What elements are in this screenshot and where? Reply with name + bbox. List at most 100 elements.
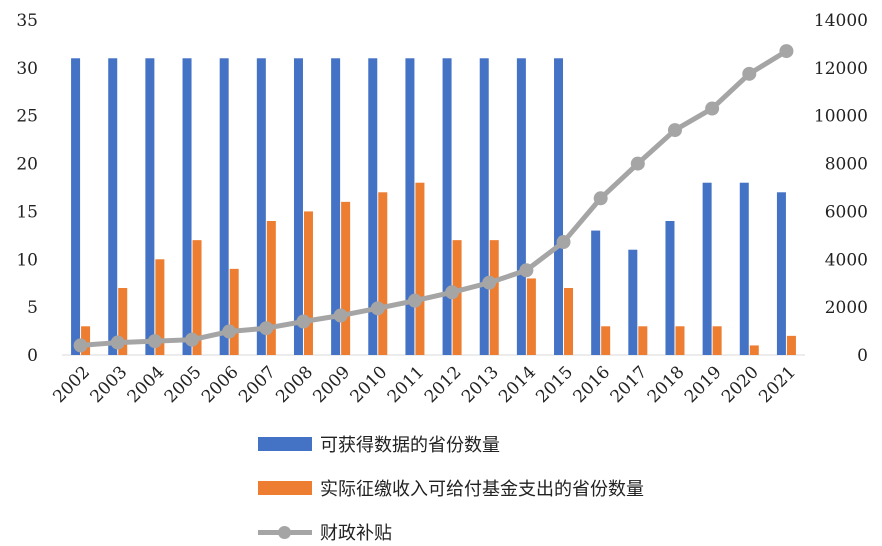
point-fiscal-subsidy	[407, 293, 422, 308]
bar-covering-provinces	[415, 182, 425, 355]
bar-covering-provinces	[303, 211, 313, 355]
left-axis-tick-label: 15	[16, 202, 38, 222]
right-axis-tick-label: 10000	[814, 107, 868, 127]
bar-available-provinces	[442, 58, 452, 356]
bar-available-provinces	[591, 230, 601, 355]
point-fiscal-subsidy	[73, 338, 88, 353]
x-axis-tick-label: 2005	[161, 362, 206, 407]
point-fiscal-subsidy	[482, 275, 497, 290]
legend-item-fiscal-subsidy: 财政补贴	[258, 518, 644, 546]
legend-swatch-orange	[258, 481, 312, 495]
point-fiscal-subsidy	[779, 44, 794, 59]
x-axis-tick-label: 2002	[49, 362, 94, 407]
bar-covering-provinces	[638, 326, 648, 355]
bar-covering-provinces	[601, 326, 611, 355]
bar-available-provinces	[71, 58, 81, 356]
point-fiscal-subsidy	[445, 285, 460, 300]
point-fiscal-subsidy	[259, 321, 274, 336]
right-axis-tick-label: 14000	[814, 11, 868, 31]
x-axis-tick-label: 2006	[198, 362, 243, 407]
bar-available-provinces	[739, 182, 749, 355]
legend: 可获得数据的省份数量 实际征缴收入可给付基金支出的省份数量 财政补贴	[258, 430, 644, 546]
legend-label-available-provinces: 可获得数据的省份数量	[320, 435, 500, 456]
point-fiscal-subsidy	[519, 263, 534, 278]
bar-available-provinces	[368, 58, 378, 356]
bar-available-provinces	[145, 58, 155, 356]
bar-available-provinces	[219, 58, 229, 356]
bar-available-provinces	[702, 182, 712, 355]
x-axis-tick-label: 2012	[421, 362, 466, 407]
bar-covering-provinces	[341, 201, 351, 355]
bar-covering-provinces	[526, 278, 536, 355]
left-axis-tick-label: 30	[16, 59, 38, 79]
bar-available-provinces	[256, 58, 266, 356]
point-fiscal-subsidy	[556, 235, 571, 250]
point-fiscal-subsidy	[147, 334, 162, 349]
bar-covering-provinces	[118, 288, 128, 355]
x-axis-tick-label: 2010	[347, 362, 392, 407]
left-axis-tick-label: 25	[16, 107, 38, 127]
right-axis-tick-label: 4000	[825, 250, 868, 270]
x-axis-tick-label: 2015	[532, 362, 577, 407]
x-axis-tick-label: 2009	[309, 362, 354, 407]
point-fiscal-subsidy	[333, 308, 348, 323]
legend-item-available-provinces: 可获得数据的省份数量	[258, 430, 644, 458]
bar-available-provinces	[516, 58, 526, 356]
x-axis-tick-label: 2014	[495, 362, 540, 407]
x-axis-tick-label: 2007	[235, 362, 280, 407]
legend-label-fiscal-subsidy: 财政补贴	[320, 523, 392, 544]
left-axis-tick-label: 0	[27, 346, 38, 366]
bar-available-provinces	[628, 249, 638, 355]
x-axis-tick-label: 2020	[718, 362, 763, 407]
point-fiscal-subsidy	[667, 123, 682, 138]
point-fiscal-subsidy	[110, 335, 125, 350]
bar-covering-provinces	[489, 240, 499, 355]
bar-available-provinces	[665, 221, 675, 355]
bar-available-provinces	[405, 58, 415, 356]
bar-available-provinces	[331, 58, 341, 356]
x-axis-tick-label: 2019	[681, 362, 726, 407]
bar-covering-provinces	[266, 221, 276, 355]
legend-item-covering-provinces: 实际征缴收入可给付基金支出的省份数量	[258, 474, 644, 502]
point-fiscal-subsidy	[742, 66, 757, 81]
left-axis-tick-label: 20	[16, 155, 38, 175]
right-axis-tick-label: 2000	[825, 298, 868, 318]
x-axis-tick-label: 2017	[607, 362, 652, 407]
x-axis-tick-label: 2021	[755, 362, 800, 407]
bar-available-provinces	[479, 58, 489, 356]
bar-covering-provinces	[378, 192, 388, 355]
x-axis-tick-label: 2018	[644, 362, 689, 407]
bar-available-provinces	[108, 58, 118, 356]
point-fiscal-subsidy	[296, 314, 311, 329]
bar-covering-provinces	[155, 259, 165, 355]
point-fiscal-subsidy	[185, 332, 200, 347]
right-axis-tick-label: 8000	[825, 155, 868, 175]
right-axis-tick-label: 6000	[825, 202, 868, 222]
left-axis-tick-label: 5	[27, 298, 38, 318]
bar-covering-provinces	[564, 288, 574, 355]
chart-canvas: 0 5 10 15 20 25 30 35 0 2000 4000 6000 8000 10000 1200…	[16, 11, 868, 407]
bar-covering-provinces	[712, 326, 722, 355]
right-axis-tick-label: 12000	[814, 59, 868, 79]
right-axis-tick-label: 0	[857, 346, 868, 366]
bar-available-provinces	[776, 192, 786, 355]
bar-available-provinces	[293, 58, 303, 356]
point-fiscal-subsidy	[370, 301, 385, 316]
x-axis-tick-label: 2016	[569, 362, 614, 407]
left-axis-tick-label: 10	[16, 250, 38, 270]
legend-label-covering-provinces: 实际征缴收入可给付基金支出的省份数量	[320, 479, 644, 500]
bar-covering-provinces	[452, 240, 462, 355]
bar-covering-provinces	[749, 345, 759, 355]
x-axis-tick-label: 2003	[87, 362, 132, 407]
point-fiscal-subsidy	[630, 156, 645, 171]
bar-available-provinces	[182, 58, 192, 356]
bar-covering-provinces	[192, 240, 202, 355]
bar-covering-provinces	[229, 268, 239, 355]
point-fiscal-subsidy	[705, 101, 720, 116]
legend-swatch-gray-line	[258, 525, 312, 539]
bar-available-provinces	[554, 58, 564, 356]
x-axis-tick-label: 2004	[124, 362, 169, 407]
legend-swatch-blue	[258, 437, 312, 451]
bar-covering-provinces	[675, 326, 685, 355]
